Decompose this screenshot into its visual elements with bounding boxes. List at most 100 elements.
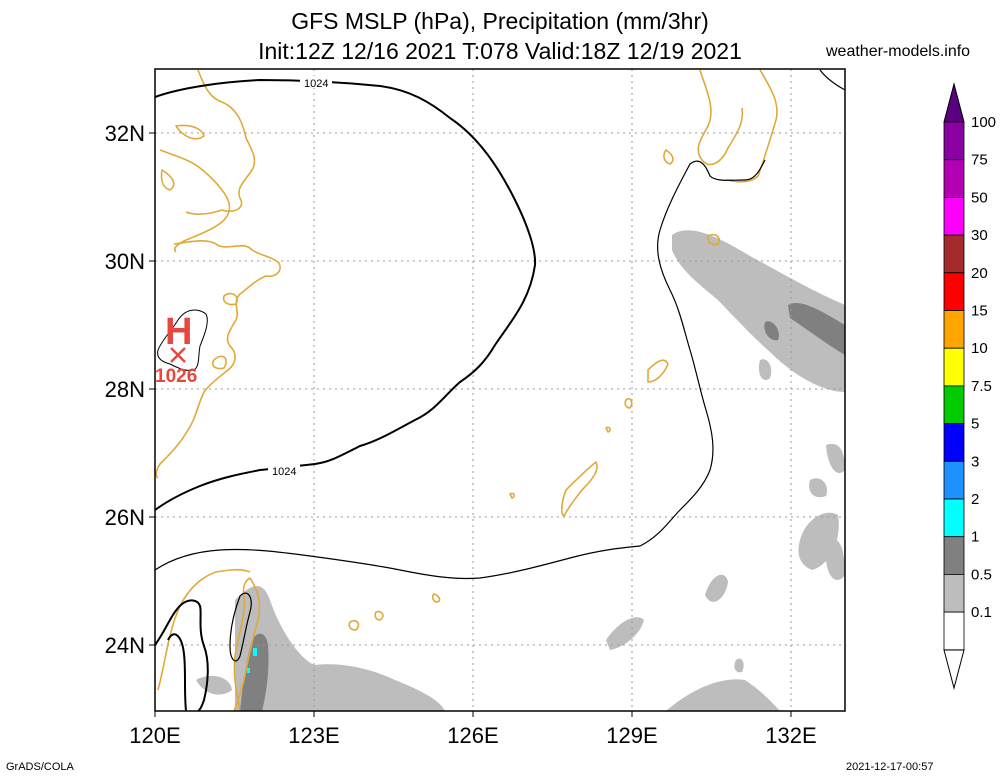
coast-inlet-3	[222, 292, 238, 306]
footer-timestamp: 2021-12-17-00:57	[846, 761, 934, 773]
lon-axis: 120E 123E 126E 129E 132E	[129, 711, 817, 748]
lat-tick-30n: 30N	[105, 249, 145, 274]
colorbar-label: 15	[971, 303, 988, 320]
coast-island-d	[509, 492, 515, 499]
colorbar-label: 10	[971, 340, 988, 357]
precip-core-east-2	[764, 321, 779, 341]
precipitation-light	[196, 230, 845, 711]
lon-tick-126e: 126E	[447, 723, 498, 748]
precip-area-spot-8	[734, 658, 744, 673]
colorbar-cell	[943, 159, 965, 198]
colorbar-cell	[943, 536, 965, 575]
coast-china-mid	[173, 240, 281, 393]
grid	[155, 69, 845, 711]
precip-core-east	[788, 302, 845, 355]
colorbar-label: 100	[971, 114, 996, 131]
precip-area-spot-6	[705, 574, 728, 602]
isobar-1024-west	[155, 599, 209, 711]
chart-title: GFS MSLP (hPa), Precipitation (mm/3hr)	[291, 8, 709, 34]
coast-taiwan	[233, 577, 261, 711]
site-credit: weather-models.info	[826, 43, 971, 60]
colorbar-bottom-arrow-icon	[943, 649, 965, 690]
colorbar-label: 50	[971, 189, 988, 206]
isobar-1020-taiwan	[229, 592, 252, 662]
precip-area-spot-1	[758, 359, 772, 380]
coast-island-a	[647, 359, 669, 383]
colorbar-cell	[943, 310, 965, 349]
colorbar-label: 7.5	[971, 378, 992, 395]
coast-china-north	[185, 69, 256, 215]
colorbar-label: 0.1	[971, 604, 992, 621]
coast-kyushu	[706, 233, 721, 246]
colorbar-cell	[943, 196, 965, 236]
colorbar-cell	[943, 611, 965, 651]
colorbar-label: 1	[971, 529, 979, 546]
precip-area-sw	[196, 675, 232, 695]
coast-island-h	[605, 426, 611, 433]
colorbar-cell	[943, 498, 965, 538]
precipitation-mid	[240, 302, 845, 711]
precip-area-spot-7	[606, 617, 644, 650]
precipitation-heavy	[247, 648, 257, 673]
footer-software: GrADS/COLA	[6, 761, 74, 773]
lat-tick-24n: 24N	[105, 633, 145, 658]
coast-island-b	[624, 397, 633, 409]
coast-inlet-4	[211, 355, 227, 370]
lon-tick-132e: 132E	[765, 723, 816, 748]
colorbar-label: 0.5	[971, 566, 992, 583]
lon-tick-120e: 120E	[129, 723, 180, 748]
precip-cell-1	[253, 648, 257, 656]
high-center-marker-icon	[170, 347, 186, 363]
map-border	[154, 68, 846, 712]
lon-tick-123e: 123E	[288, 723, 339, 748]
isobar-label-south: 1024	[272, 466, 296, 478]
precip-area-spot-2	[826, 443, 845, 473]
colorbar-label: 5	[971, 416, 979, 433]
lat-tick-26n: 26N	[105, 505, 145, 530]
lat-tick-32n: 32N	[105, 121, 145, 146]
precip-cell-2	[247, 668, 250, 673]
lat-tick-28n: 28N	[105, 377, 145, 402]
isobar-1024-west-2	[167, 633, 187, 711]
high-pressure-value: 1026	[155, 366, 197, 387]
coast-korea	[697, 69, 744, 166]
isobar-east-edge	[819, 69, 845, 91]
colorbar-cell	[943, 121, 965, 161]
coast-inlet-2	[175, 124, 205, 140]
colorbar-label: 3	[971, 453, 979, 470]
isobar-label-north: 1024	[304, 78, 328, 90]
coast-taiwan-strait	[157, 568, 251, 691]
colorbar-label: 30	[971, 227, 988, 244]
coast-inlet-1	[160, 169, 175, 191]
colorbar-cell	[943, 460, 965, 500]
coast-island-c	[561, 461, 598, 517]
chart-subtitle: Init:12Z 12/16 2021 T:078 Valid:18Z 12/1…	[258, 38, 742, 64]
coast-yangtze	[159, 149, 231, 253]
lon-tick-129e: 129E	[606, 723, 657, 748]
coast-island-e	[431, 593, 441, 603]
coast-island-g	[374, 610, 384, 621]
colorbar-top-arrow-icon	[943, 82, 965, 123]
coast-island-f	[348, 619, 360, 631]
colorbar-cell	[943, 423, 965, 462]
colorbar-label: 20	[971, 265, 988, 282]
colorbar-label: 75	[971, 152, 988, 169]
colorbar-cell	[943, 385, 965, 424]
colorbar-cell	[943, 574, 965, 613]
precip-area-spot-5	[826, 538, 845, 580]
coastline	[155, 69, 778, 711]
colorbar-cell	[943, 347, 965, 387]
isobar-1020	[155, 159, 766, 580]
precip-area-east	[672, 230, 845, 392]
colorbar-cell	[943, 272, 965, 311]
lat-axis: 32N 30N 28N 26N 24N	[105, 121, 155, 658]
colorbar-cell	[943, 234, 965, 274]
precip-area-south	[235, 586, 445, 711]
coast-korea-east	[725, 69, 778, 183]
coast-jeju	[663, 149, 674, 165]
colorbar: 100 75 50 30 20 15 10 7.5 5 3 2 1 0.5 0.1	[943, 82, 996, 690]
precip-core-south	[240, 633, 269, 711]
high-pressure-symbol: H	[165, 311, 192, 353]
coast-china-south	[155, 391, 205, 479]
